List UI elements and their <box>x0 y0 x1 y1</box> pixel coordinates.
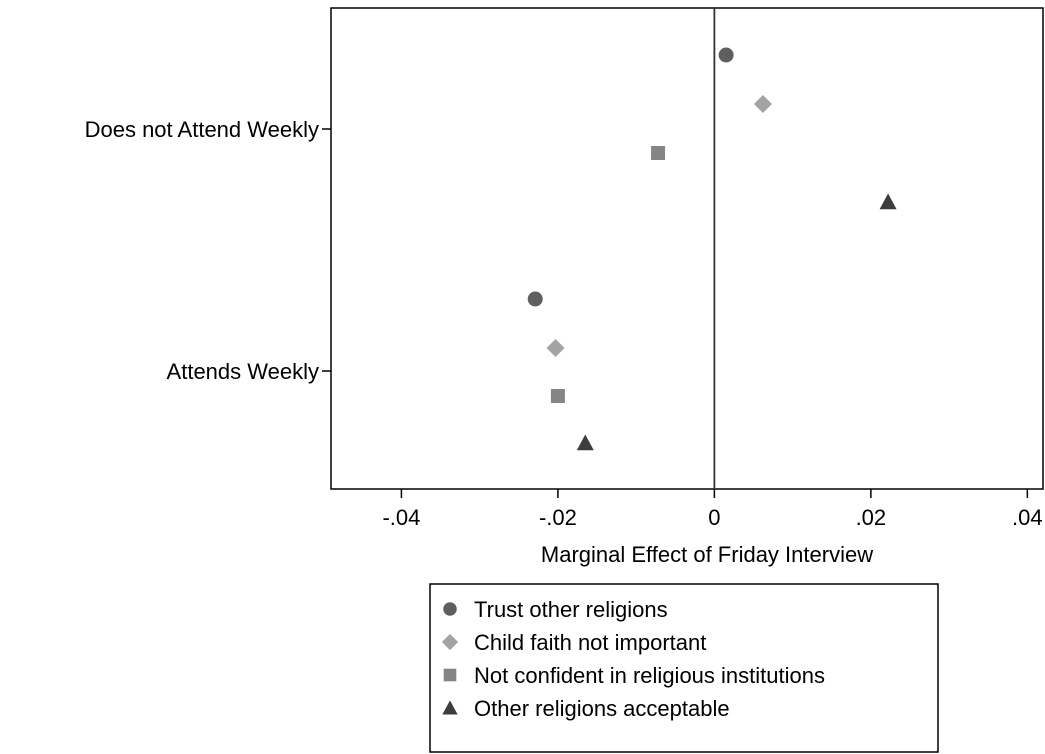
estimate-marker <box>576 434 594 451</box>
legend-marker <box>441 633 459 651</box>
x-tick-label: 0 <box>708 505 720 530</box>
x-tick-label: .02 <box>856 505 887 530</box>
estimate-marker <box>550 389 565 403</box>
x-tick-label: -.04 <box>382 505 420 530</box>
x-tick-label: .04 <box>1012 505 1043 530</box>
estimate-marker <box>879 193 897 210</box>
legend-marker <box>442 700 458 715</box>
markers-layer <box>527 47 897 451</box>
legend-marker <box>443 602 457 616</box>
y-category-label: Does not Attend Weekly <box>85 117 319 142</box>
legend-entry-label: Child faith not important <box>474 630 706 655</box>
legend-box <box>429 583 939 753</box>
estimate-marker <box>651 146 666 160</box>
legend-entry-label: Not confident in religious institutions <box>474 663 825 688</box>
legend-entry-label: Other religions acceptable <box>474 696 730 721</box>
legend-entry-label: Trust other religions <box>474 597 668 622</box>
estimate-marker <box>718 47 734 63</box>
axes-layer <box>322 7 1044 498</box>
y-category-label: Attends Weekly <box>167 359 319 384</box>
estimate-marker <box>546 339 565 357</box>
legend-marker <box>443 668 457 682</box>
estimate-marker <box>753 95 772 113</box>
legend: Trust other religions Child faith not imp… <box>429 583 939 753</box>
x-axis-title: Marginal Effect of Friday Interview <box>541 542 873 567</box>
estimate-marker <box>527 291 543 307</box>
labels-layer: -.04 -.02 0 .02 .04 Does not Attend Weekly Att… <box>85 117 1043 530</box>
x-tick-label: -.02 <box>539 505 577 530</box>
plot-frame <box>330 7 1044 490</box>
